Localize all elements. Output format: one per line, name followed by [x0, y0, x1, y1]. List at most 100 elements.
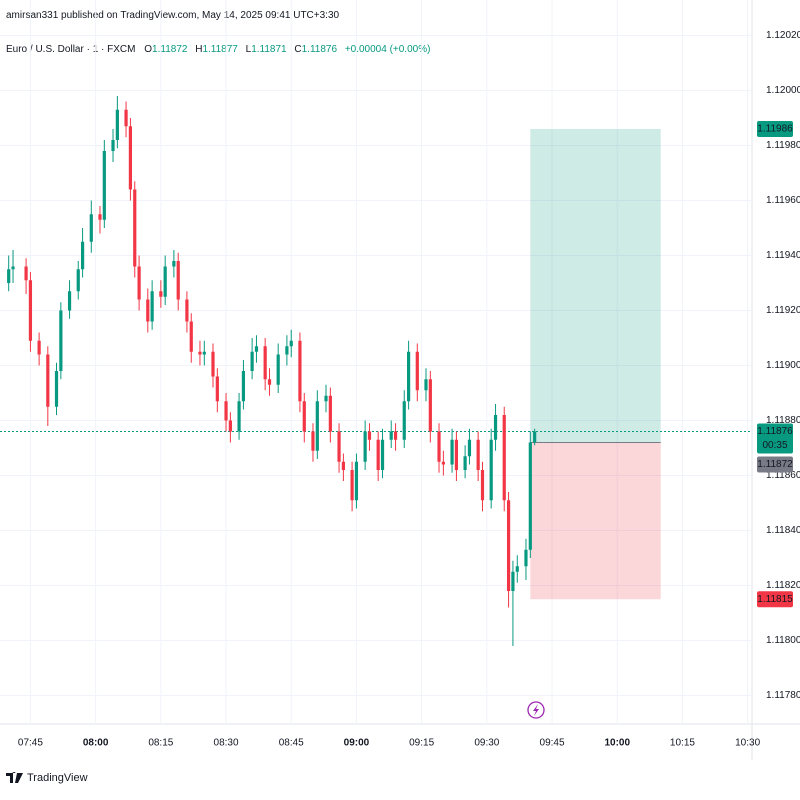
candle-body: [163, 266, 167, 297]
last-price-badge: [757, 423, 793, 454]
candle-body: [11, 266, 15, 270]
ohlc-value: 1.11871: [251, 44, 287, 55]
candle-body: [489, 439, 493, 501]
candle-body: [328, 395, 332, 432]
candle-body: [289, 340, 293, 347]
candle-body: [506, 500, 511, 591]
y-tick-label: 1.11920: [766, 305, 800, 316]
candle-body: [76, 269, 80, 292]
candle-body: [393, 431, 398, 440]
y-tick-label: 1.11820: [766, 580, 800, 591]
candle-body: [185, 299, 189, 322]
take-profit-badge-text: 1.11986: [757, 124, 793, 135]
x-tick-label: 09:30: [474, 738, 499, 749]
x-tick-label: 10:15: [670, 738, 695, 749]
candle-body: [46, 354, 50, 407]
candle-body: [441, 461, 445, 465]
candle-body: [276, 354, 280, 385]
footer: TradingView: [6, 772, 88, 784]
candle-body: [224, 401, 228, 421]
legend: Euro / U.S. Dollar · 1 · FXCM O1.11872 H…: [6, 44, 435, 55]
candle-body: [24, 266, 28, 281]
x-tick-label: 09:45: [540, 738, 565, 749]
candle-body: [37, 340, 41, 355]
candle-body: [263, 346, 267, 380]
candle-body: [463, 456, 467, 470]
x-tick-label: 08:15: [148, 738, 173, 749]
brand: TradingView: [27, 772, 88, 784]
y-tick-label: 1.11960: [766, 195, 800, 206]
candle-body: [502, 415, 506, 501]
candle-body: [254, 346, 259, 352]
y-tick-label: 1.11980: [766, 140, 800, 151]
candle-body: [389, 431, 393, 440]
ohlc-label: L: [245, 44, 252, 55]
candle-body: [80, 241, 85, 270]
x-tick-label: 08:30: [214, 738, 239, 749]
candle-body: [124, 109, 128, 127]
profit-zone: [530, 129, 661, 443]
candle-body: [115, 109, 119, 140]
candle-body: [337, 431, 341, 462]
stop-loss-badge: [757, 591, 793, 608]
candle-body: [172, 261, 176, 267]
candle-body: [128, 126, 133, 190]
x-tick-label: 07:45: [18, 738, 43, 749]
take-profit-badge: [757, 121, 793, 137]
candle-body: [354, 461, 359, 501]
candle-body: [102, 151, 106, 220]
stop-loss-badge-text: 1.11815: [757, 594, 793, 605]
candle-body: [189, 321, 193, 352]
candle-body: [202, 351, 206, 355]
candle-body: [402, 401, 406, 440]
candle-body: [285, 346, 289, 355]
candle-body: [137, 266, 141, 300]
candle-body: [450, 439, 454, 465]
candle-body: [211, 351, 215, 377]
candle-body: [215, 376, 219, 402]
candle-body: [480, 470, 485, 501]
candle-body: [476, 439, 480, 470]
candle-body: [424, 379, 428, 391]
candle-body: [407, 351, 411, 402]
y-tick-label: 1.11840: [766, 525, 800, 536]
candle-body: [363, 431, 367, 462]
ohlc-value: 1.11876: [301, 44, 338, 55]
x-tick-label: 09:00: [344, 738, 370, 749]
candle-body: [176, 261, 180, 300]
ohlc-label: O: [144, 44, 153, 55]
y-tick-label: 1.12000: [766, 85, 800, 96]
candle-body: [367, 431, 372, 440]
candle-body: [467, 439, 472, 457]
candle-body: [146, 299, 150, 322]
y-tick-label: 1.11860: [766, 470, 800, 481]
candle-body: [524, 549, 528, 567]
change: +0.00004 (+0.00%): [344, 44, 431, 55]
candle-body: [237, 401, 241, 432]
candle-body: [511, 571, 515, 591]
candle-body: [376, 439, 380, 470]
last-price-badge-text: 1.11876: [757, 426, 793, 437]
x-tick-label: 08:45: [279, 738, 304, 749]
candle-body: [311, 431, 315, 451]
candle-body: [533, 431, 537, 443]
candle-body: [133, 189, 137, 267]
symbol: Euro / U.S. Dollar · 1 · FXCM: [6, 44, 136, 55]
candle-body: [528, 442, 532, 550]
plot: [0, 96, 752, 646]
candle-body: [7, 269, 11, 283]
candle-body: [324, 395, 328, 402]
loss-zone: [530, 442, 661, 600]
candle-body: [98, 214, 102, 220]
candle-body: [89, 214, 93, 242]
candle-body: [380, 439, 385, 470]
entry-badge: [757, 456, 793, 473]
countdown: 00:35: [762, 440, 787, 451]
candle-body: [159, 291, 163, 297]
y-tick-label: 1.11940: [766, 250, 800, 261]
x-tick-label: 10:00: [604, 738, 630, 749]
candle-body: [228, 420, 232, 432]
y-tick-label: 1.11800: [766, 635, 800, 646]
x-tick-label: 09:15: [409, 738, 434, 749]
